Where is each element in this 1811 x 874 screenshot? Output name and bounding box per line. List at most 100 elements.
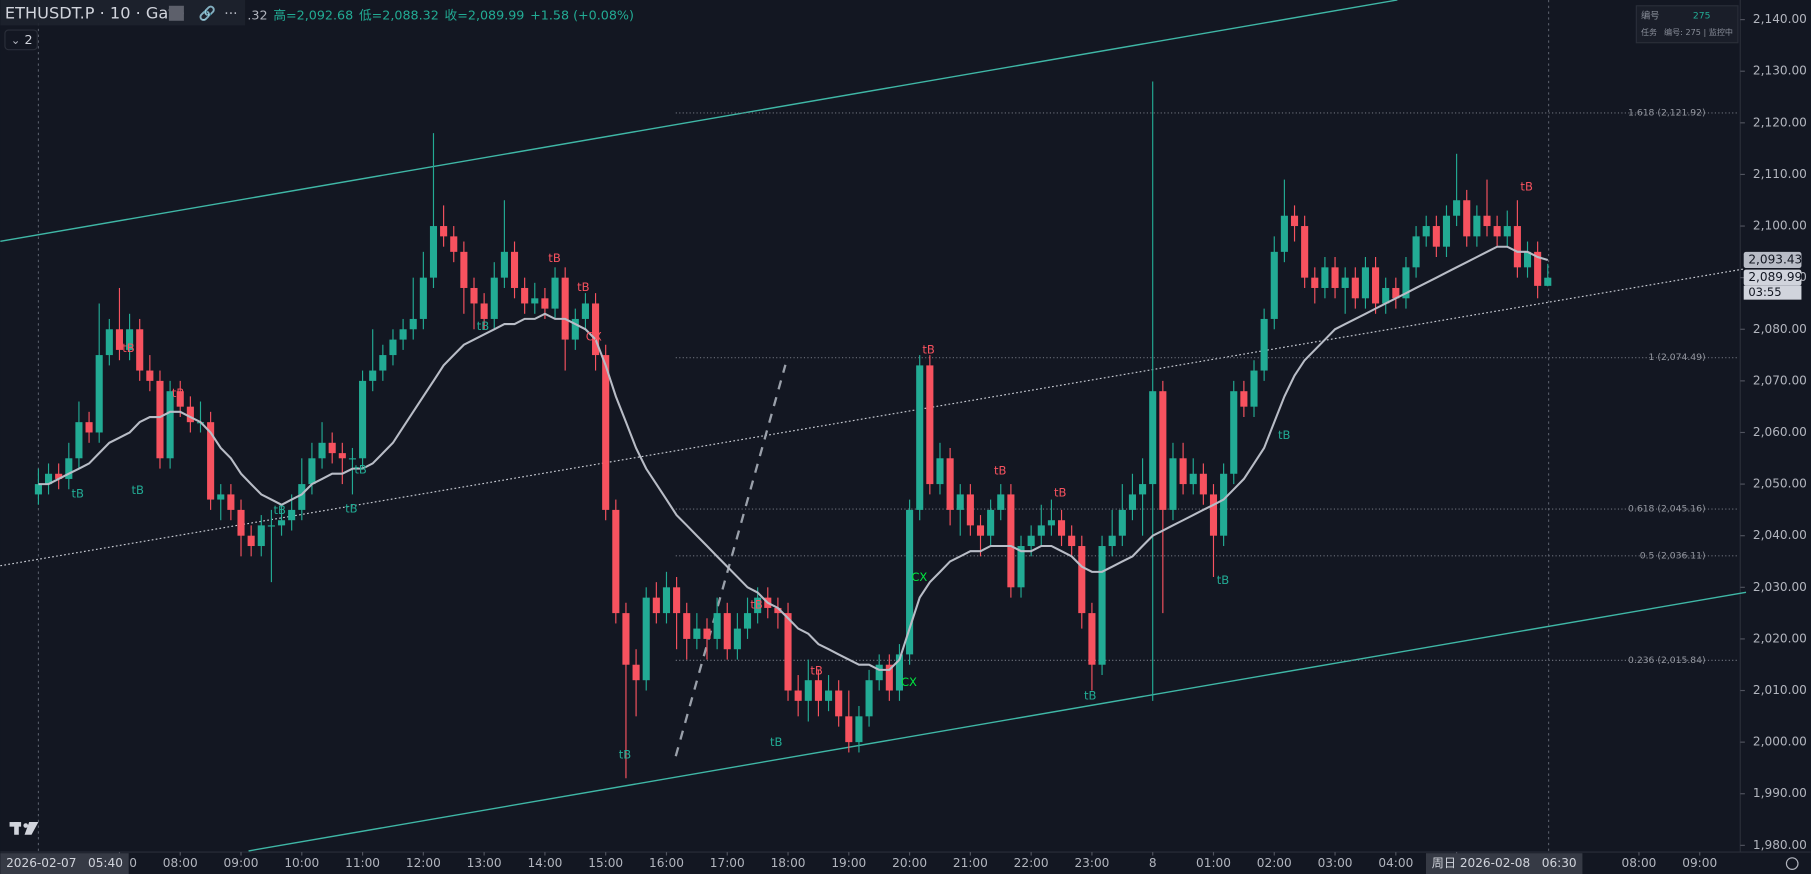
candle-body bbox=[622, 613, 630, 665]
x-tick-label: 20:00 bbox=[892, 856, 927, 870]
candle-body bbox=[814, 680, 822, 701]
candle-body bbox=[328, 442, 336, 454]
candle-body bbox=[1159, 391, 1167, 510]
candle-body bbox=[1422, 226, 1430, 237]
y-tick-label: 2,050.00 bbox=[1753, 477, 1807, 491]
countdown: 03:55 bbox=[1748, 285, 1781, 299]
candle-body bbox=[906, 509, 914, 655]
info-status: 编号: 275 | 监控中 bbox=[1664, 27, 1733, 37]
candle-body bbox=[987, 509, 995, 536]
candle-body bbox=[1534, 251, 1542, 286]
x-tick-label: 10:00 bbox=[284, 856, 319, 870]
candle-body bbox=[65, 458, 73, 479]
candle-body bbox=[1078, 546, 1086, 614]
price-label-bg bbox=[1743, 269, 1802, 286]
x-tick-label: 13:00 bbox=[467, 856, 502, 870]
y-tick-label: 2,010.00 bbox=[1753, 683, 1807, 697]
candle-body bbox=[399, 329, 407, 340]
info-value: 275 bbox=[1693, 11, 1711, 22]
candle-body bbox=[1007, 494, 1015, 588]
y-tick-label: 2,100.00 bbox=[1753, 219, 1807, 233]
candle-body bbox=[592, 303, 600, 356]
candle-body bbox=[1047, 520, 1055, 526]
candle-body bbox=[237, 509, 245, 536]
candle-body bbox=[156, 380, 164, 459]
y-tick-label: 2,030.00 bbox=[1753, 580, 1807, 594]
crosshair-time-bg bbox=[1425, 853, 1583, 874]
x-tick-label: 09:00 bbox=[1682, 856, 1717, 870]
candle-body bbox=[1250, 370, 1258, 407]
candle-body bbox=[277, 520, 286, 526]
indicator-toggle[interactable] bbox=[4, 29, 38, 51]
fib-label: 0.5 (2,036.11) bbox=[1640, 550, 1706, 561]
x-tick-label: 04:00 bbox=[1378, 856, 1413, 870]
y-tick-label: 1,990.00 bbox=[1753, 786, 1807, 800]
candle-body bbox=[997, 494, 1005, 510]
candle-body bbox=[55, 473, 63, 479]
signal-label: tB bbox=[122, 341, 135, 355]
candle-body bbox=[1412, 236, 1420, 268]
candle-body bbox=[429, 226, 438, 278]
x-tick-label: 21:00 bbox=[953, 856, 988, 870]
signal-label: tB bbox=[750, 597, 763, 611]
signal-label: tB bbox=[1054, 485, 1067, 499]
legend-item: 收=2,089.99 bbox=[445, 8, 525, 23]
legend-item: .32 bbox=[247, 8, 267, 23]
candle-body bbox=[95, 355, 103, 433]
crosshair-time-label: 周日 2026-02-08 06:30 bbox=[1432, 856, 1577, 870]
plot: 1.618 (2,121.92) 1 (2,074.49) 0.618 (2,045… bbox=[34, 81, 1737, 779]
ohlc-legend: .32 高=2,092.68 低=2,088.32 收=2,089.99 +1.58 (… bbox=[247, 8, 634, 23]
candle-body bbox=[662, 587, 671, 614]
candle-body bbox=[895, 654, 904, 691]
candle-body bbox=[1493, 226, 1501, 237]
candle-body bbox=[1260, 318, 1268, 371]
candle-body bbox=[338, 453, 346, 459]
channel-lower bbox=[248, 591, 1747, 852]
y-tick-label: 2,110.00 bbox=[1753, 167, 1807, 181]
candle-body bbox=[1128, 494, 1136, 510]
candle-body bbox=[470, 287, 478, 304]
crosshair-time-label: 2026-02-07 05:40 bbox=[6, 856, 123, 870]
candle-body bbox=[1280, 215, 1288, 252]
candle-body bbox=[1149, 391, 1157, 485]
candle-body bbox=[1270, 251, 1278, 319]
candle-body bbox=[571, 318, 579, 340]
x-tick-label: 12:00 bbox=[406, 856, 441, 870]
candle-body bbox=[1017, 546, 1025, 588]
candle-body bbox=[44, 473, 53, 485]
signal-label: tB bbox=[548, 251, 561, 265]
price-label: 2,093.43 bbox=[1748, 252, 1802, 266]
icon-link: 🔗 bbox=[199, 5, 216, 22]
candle-body bbox=[733, 628, 741, 650]
candle-body bbox=[318, 442, 326, 459]
candle-body bbox=[936, 458, 944, 485]
y-tick-label: 1,980.00 bbox=[1753, 838, 1807, 852]
candle-body bbox=[115, 329, 124, 350]
logo-part bbox=[14, 822, 19, 835]
candle-body bbox=[136, 329, 144, 371]
legend-item: +1.58 (+0.08%) bbox=[530, 8, 634, 23]
candle-body bbox=[743, 613, 752, 629]
candle-body bbox=[348, 458, 356, 460]
y-tick-label: 2,040.00 bbox=[1753, 528, 1807, 542]
signal-label: tB bbox=[354, 462, 367, 476]
candle-body bbox=[916, 365, 924, 510]
candle-body bbox=[683, 613, 691, 639]
symbol-title: ETHUSDT.P · 10 · Gate bbox=[5, 3, 185, 22]
candle-body bbox=[835, 690, 843, 717]
price-label: 2,089.99 bbox=[1748, 270, 1802, 284]
candle-body bbox=[298, 484, 306, 510]
candle-body bbox=[1301, 226, 1309, 278]
signal-label: tB bbox=[1520, 180, 1533, 194]
legend-item: 高=2,092.68 bbox=[273, 8, 353, 23]
candle-body bbox=[693, 628, 701, 639]
candle-body bbox=[1088, 613, 1096, 665]
settings-icon[interactable] bbox=[1785, 857, 1799, 870]
candle-body bbox=[966, 494, 974, 526]
candle-body bbox=[673, 587, 681, 614]
candle-body bbox=[602, 355, 610, 510]
moving-average bbox=[38, 245, 1549, 671]
y-tick-label: 2,120.00 bbox=[1753, 115, 1807, 129]
signal-label: tB bbox=[345, 502, 358, 516]
